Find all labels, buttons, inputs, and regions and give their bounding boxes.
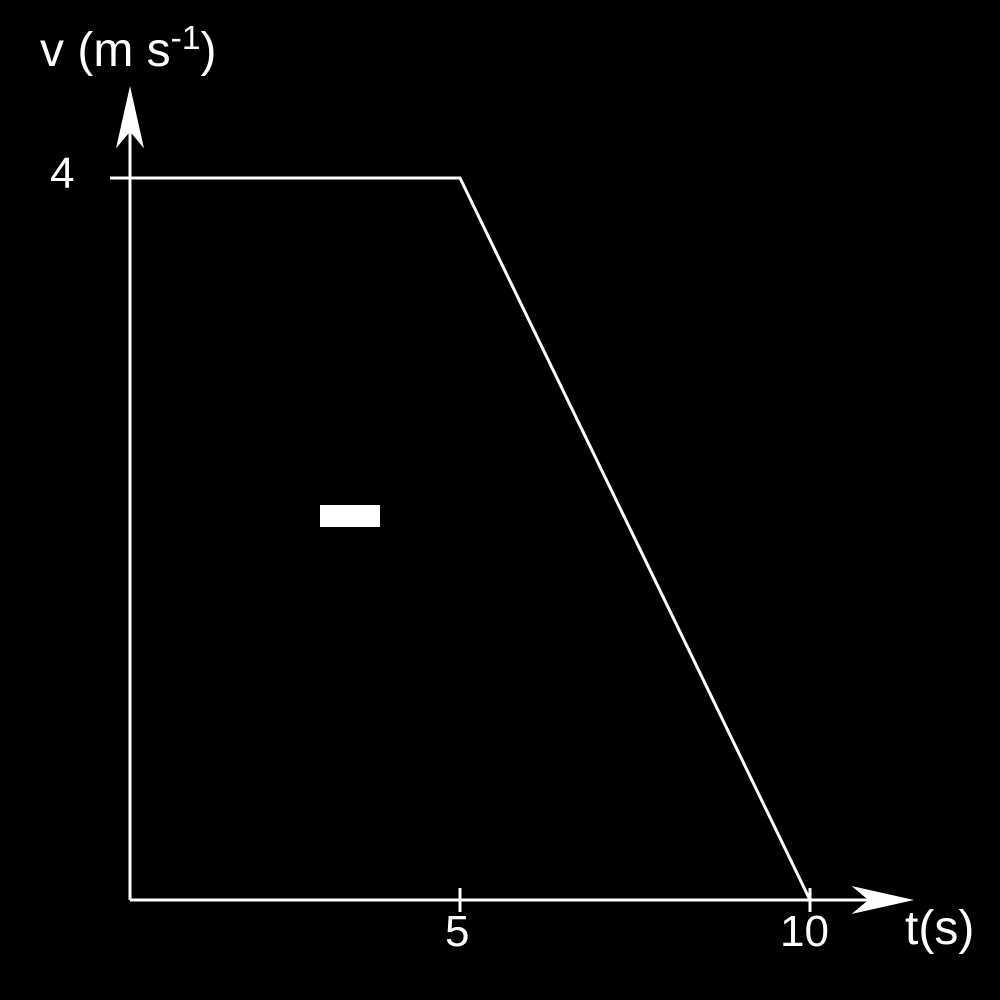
- y-axis-label: v (m s-1): [40, 22, 216, 75]
- x-tick-5: 5: [445, 910, 469, 954]
- velocity-time-chart: v (m s-1) t(s) 4 5 10: [0, 0, 1000, 1000]
- x-tick-10: 10: [780, 910, 829, 954]
- x-axis-label: t(s): [905, 905, 974, 953]
- y-tick-4: 4: [50, 152, 74, 196]
- center-dash-mark: [320, 505, 380, 527]
- chart-svg: [0, 0, 1000, 1000]
